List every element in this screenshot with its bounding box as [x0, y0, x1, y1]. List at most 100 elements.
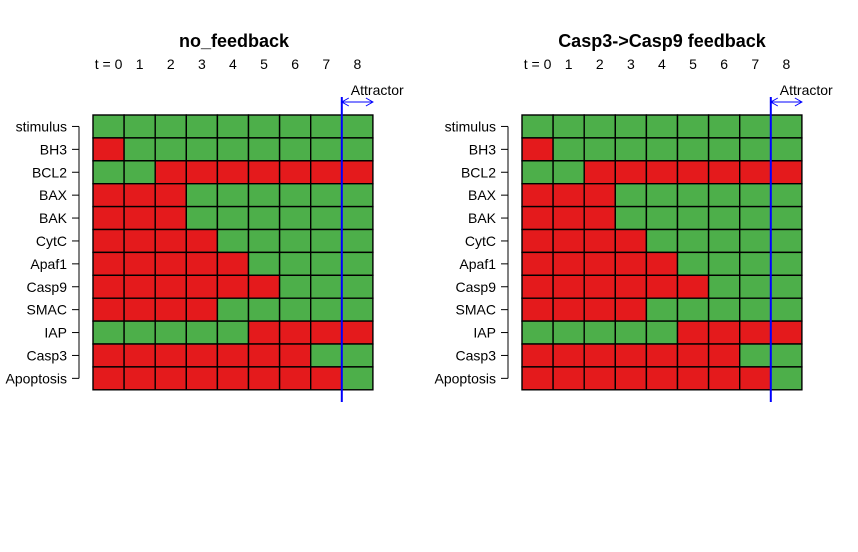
heatmap-cell [154, 160, 187, 185]
heatmap-cell [676, 114, 710, 139]
heatmap-cell [645, 366, 679, 391]
heatmap-cell [154, 274, 187, 299]
heatmap-cell [123, 160, 156, 185]
heatmap-cell [92, 297, 125, 322]
heatmap-cell [552, 228, 585, 254]
time-tick-label: 4 [658, 56, 666, 72]
gene-label: BAX [468, 187, 497, 203]
heatmap-cell [123, 320, 156, 345]
heatmap-cell [521, 228, 554, 254]
heatmap-cell [154, 182, 187, 208]
heatmap-cell [583, 160, 617, 185]
heatmap-cell [614, 160, 648, 185]
heatmap-cell [278, 343, 312, 368]
heatmap-cell [247, 160, 281, 185]
heatmap-cell [770, 366, 803, 391]
heatmap-cell [676, 228, 710, 254]
heatmap-cell [707, 274, 741, 299]
heatmap-cell [123, 343, 156, 368]
time-tick-label: 7 [322, 56, 330, 72]
heatmap-cell [185, 251, 219, 276]
heatmap-cell [154, 251, 187, 276]
heatmap-cell [310, 343, 343, 368]
heatmap-cell [521, 182, 554, 208]
heatmap-cell [310, 228, 343, 254]
heatmap-cell [341, 114, 374, 139]
gene-label: BCL2 [461, 164, 496, 180]
heatmap-cell [310, 274, 343, 299]
heatmap-cell [278, 137, 312, 162]
gene-label: stimulus [445, 118, 496, 134]
heatmap-cell [216, 205, 250, 231]
heatmap-cell [92, 366, 125, 391]
heatmap-cell [154, 320, 187, 345]
heatmap-cell [92, 182, 125, 208]
time-tick-label: 7 [751, 56, 759, 72]
heatmap-cell [216, 160, 250, 185]
heatmap-cell [614, 297, 648, 322]
heatmap-cell [552, 274, 585, 299]
heatmap-cell [278, 228, 312, 254]
attractor-arrowhead-right [365, 97, 374, 107]
heatmap-cell [614, 205, 648, 231]
heatmap-cell [278, 366, 312, 391]
gene-label: Casp3 [27, 347, 68, 363]
heatmap-cell [185, 343, 219, 368]
heatmap-cell [521, 205, 554, 231]
heatmap-cell [676, 320, 710, 345]
heatmap-cell [185, 160, 219, 185]
heatmap-cell [739, 251, 772, 276]
time-tick-label: 3 [627, 56, 635, 72]
heatmap-cell [341, 205, 374, 231]
heatmap-cell [645, 251, 679, 276]
heatmap-cell [185, 366, 219, 391]
time-tick-label: 6 [291, 56, 299, 72]
heatmap-cell [92, 160, 125, 185]
heatmap-cell [341, 228, 374, 254]
heatmap-cell [341, 320, 374, 345]
heatmap-cell [216, 274, 250, 299]
heatmap-cell [770, 320, 803, 345]
heatmap-cell [123, 274, 156, 299]
heatmap-cell [310, 320, 343, 345]
gene-label: SMAC [27, 302, 67, 318]
attractor-label: Attractor [351, 82, 404, 98]
heatmap-cell [185, 297, 219, 322]
heatmap-cell [310, 182, 343, 208]
gene-label: IAP [44, 325, 67, 341]
time-tick-label: 1 [136, 56, 144, 72]
heatmap-cell [123, 114, 156, 139]
heatmap-cell [216, 366, 250, 391]
heatmap-cell [645, 205, 679, 231]
heatmap-cell [614, 114, 648, 139]
heatmap-cell [645, 320, 679, 345]
heatmap-cell [770, 137, 803, 162]
heatmap-cell [341, 251, 374, 276]
time-tick-label: 5 [689, 56, 697, 72]
heatmap-cell [739, 366, 772, 391]
time-tick-label: 3 [198, 56, 206, 72]
heatmap-cell [770, 251, 803, 276]
time-tick-label: 2 [167, 56, 175, 72]
heatmap-cell [676, 182, 710, 208]
heatmap-cell [247, 320, 281, 345]
heatmap-cell [645, 114, 679, 139]
gene-label: BCL2 [32, 164, 67, 180]
heatmap-cell [310, 366, 343, 391]
heatmap-cell [770, 160, 803, 185]
heatmap-cell [154, 366, 187, 391]
heatmap-cell [739, 320, 772, 345]
heatmap-cell [216, 320, 250, 345]
gene-label: Apoptosis [435, 370, 496, 386]
heatmap-cell [123, 297, 156, 322]
heatmap-cell [552, 343, 585, 368]
heatmap-cell [92, 343, 125, 368]
heatmap-cell [583, 343, 617, 368]
gene-label: BH3 [40, 141, 67, 157]
gene-label: Apaf1 [30, 256, 67, 272]
heatmap-cell [154, 137, 187, 162]
heatmap-cell [614, 137, 648, 162]
heatmap-cell [216, 228, 250, 254]
heatmap-cell [770, 343, 803, 368]
